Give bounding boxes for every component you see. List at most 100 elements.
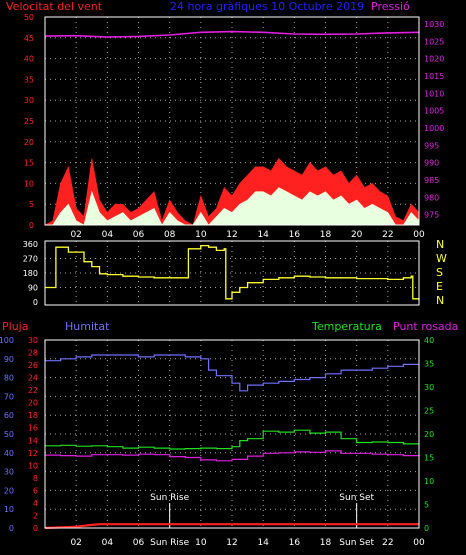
rain-tick-label: 18 bbox=[28, 411, 38, 420]
x-tick-label: 04 bbox=[102, 230, 114, 240]
humidity-tick-label: 20 bbox=[4, 486, 14, 495]
chart-title: 24 hora gràfiques 10 Octubre 2019 bbox=[170, 0, 364, 13]
x-tick-label: 14 bbox=[257, 538, 269, 548]
x-tick-label: 02 bbox=[70, 538, 81, 548]
x-tick-label: 10 bbox=[195, 230, 207, 240]
humidity-tick-label: 70 bbox=[4, 392, 14, 401]
direction-panel-frame bbox=[44, 240, 420, 306]
compass-label: S bbox=[436, 266, 443, 279]
rain-tick-label: 14 bbox=[28, 436, 38, 445]
temperature-tick-label: 35 bbox=[424, 360, 434, 369]
wind-direction-series bbox=[45, 244, 420, 301]
wind-panel-ticks: 0510152025303540455097598098599099510001… bbox=[24, 13, 445, 240]
rain-tick-label: 12 bbox=[28, 449, 38, 458]
rain-tick-label: 24 bbox=[28, 374, 38, 383]
temperature-label: Temperatura bbox=[311, 320, 382, 333]
rain-tick-label: 0 bbox=[33, 524, 38, 533]
wind-avg-series bbox=[45, 187, 420, 226]
humidity-tick-label: 100 bbox=[0, 336, 14, 345]
wind-speed-tick-label: 45 bbox=[24, 34, 34, 43]
wind-speed-tick-label: 40 bbox=[24, 55, 34, 64]
wind-speed-tick-label: 25 bbox=[24, 117, 34, 126]
direction-tick-label: 270 bbox=[23, 255, 38, 264]
compass-label: N bbox=[436, 238, 444, 251]
pressure-tick-label: 1000 bbox=[424, 124, 444, 133]
rain-tick-label: 8 bbox=[33, 474, 38, 483]
x-tick-label: 22 bbox=[382, 230, 393, 240]
humidity-series bbox=[45, 354, 419, 392]
pressure-tick-label: 1030 bbox=[424, 20, 444, 29]
temp-panel-frame bbox=[44, 339, 420, 529]
humidity-tick-label: 10 bbox=[4, 505, 14, 514]
wind-speed-label: Velocitat del vent bbox=[6, 0, 103, 13]
direction-tick-label: 0 bbox=[33, 298, 38, 307]
rain-tick-label: 22 bbox=[28, 386, 38, 395]
wind-panel-series bbox=[44, 30, 420, 226]
humidity-tick-label: 60 bbox=[4, 411, 14, 420]
x-tick-label: 18 bbox=[320, 538, 332, 548]
temperature-tick-label: 30 bbox=[424, 383, 434, 392]
x-tick-label: 16 bbox=[289, 230, 301, 240]
temperature-tick-label: 10 bbox=[424, 477, 434, 486]
pressure-label: Pressió bbox=[371, 0, 410, 13]
compass-label: E bbox=[436, 280, 443, 293]
x-tick-label: 12 bbox=[226, 538, 237, 548]
x-tick-label: Sun Set bbox=[339, 538, 374, 548]
rain-tick-label: 4 bbox=[33, 499, 38, 508]
humidity-tick-label: 40 bbox=[4, 449, 14, 458]
wind-speed-tick-label: 0 bbox=[29, 221, 34, 230]
compass-label: W bbox=[436, 252, 447, 265]
x-tick-label: 02 bbox=[70, 230, 81, 240]
wind-panel-frame bbox=[44, 16, 420, 226]
humidity-tick-label: 90 bbox=[4, 355, 14, 364]
temperature-tick-label: 40 bbox=[424, 336, 434, 345]
x-tick-label: 10 bbox=[195, 538, 207, 548]
wind-pressure-panel: 0510152025303540455097598098599099510001… bbox=[24, 13, 445, 240]
temperature-series bbox=[45, 429, 420, 450]
rain-series bbox=[44, 523, 419, 530]
x-tick-label: Sun Rise bbox=[150, 538, 189, 548]
temp-panel-ticks: 0102030405060708090100024681012141618202… bbox=[0, 336, 434, 548]
x-tick-label: 18 bbox=[320, 230, 332, 240]
rain-tick-label: 30 bbox=[28, 336, 38, 345]
humidity-label: Humitat bbox=[65, 320, 110, 333]
x-tick-label: 00 bbox=[413, 538, 425, 548]
dew-point-label: Punt rosada bbox=[393, 320, 458, 333]
wind-speed-tick-label: 30 bbox=[24, 96, 34, 105]
wind-speed-tick-label: 15 bbox=[24, 159, 34, 168]
wind-speed-tick-label: 5 bbox=[29, 200, 34, 209]
rain-label: Pluja bbox=[2, 320, 28, 333]
direction-panel-series bbox=[45, 244, 420, 301]
x-tick-label: 08 bbox=[164, 230, 176, 240]
temp-panel-series bbox=[44, 354, 420, 530]
direction-tick-label: 360 bbox=[23, 240, 38, 249]
pressure-series bbox=[44, 30, 420, 38]
pressure-tick-label: 1025 bbox=[424, 37, 444, 46]
x-tick-label: 06 bbox=[133, 538, 145, 548]
direction-tick-label: 90 bbox=[28, 284, 38, 293]
humidity-tick-label: 80 bbox=[4, 374, 14, 383]
rain-tick-label: 2 bbox=[33, 511, 38, 520]
rain-tick-label: 10 bbox=[28, 461, 38, 470]
pressure-tick-label: 1005 bbox=[424, 107, 444, 116]
humidity-tick-label: 0 bbox=[9, 524, 14, 533]
x-tick-label: 06 bbox=[133, 230, 145, 240]
temperature-tick-label: 5 bbox=[424, 501, 429, 510]
temp-humidity-panel: 0102030405060708090100024681012141618202… bbox=[0, 336, 434, 548]
x-tick-label: 20 bbox=[351, 230, 363, 240]
temperature-tick-label: 15 bbox=[424, 454, 434, 463]
x-tick-label: 04 bbox=[102, 538, 114, 548]
x-tick-label: 12 bbox=[226, 230, 237, 240]
sun-set-label: Sun Set bbox=[339, 493, 374, 503]
rain-tick-label: 16 bbox=[28, 424, 38, 433]
x-tick-label: 22 bbox=[382, 538, 393, 548]
x-tick-label: 16 bbox=[289, 538, 301, 548]
x-tick-label: 00 bbox=[413, 230, 425, 240]
wind-speed-tick-label: 35 bbox=[24, 75, 34, 84]
pressure-tick-label: 975 bbox=[424, 211, 439, 220]
sun-rise-label: Sun Rise bbox=[150, 493, 189, 503]
wind-speed-tick-label: 10 bbox=[24, 179, 34, 188]
